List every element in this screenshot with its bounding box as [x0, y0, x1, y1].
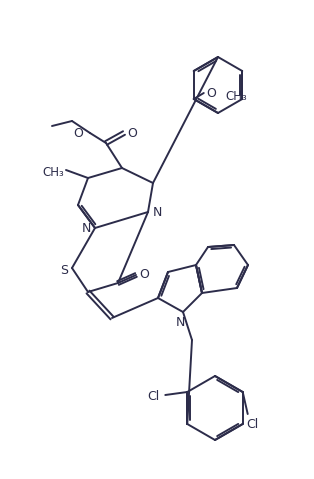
Text: Cl: Cl — [246, 418, 259, 431]
Text: O: O — [206, 87, 216, 100]
Text: N: N — [81, 221, 91, 235]
Text: O: O — [73, 126, 83, 139]
Text: CH₃: CH₃ — [42, 166, 64, 179]
Text: O: O — [127, 126, 137, 139]
Text: Cl: Cl — [147, 390, 160, 403]
Text: N: N — [152, 205, 162, 218]
Text: CH₃: CH₃ — [226, 90, 247, 103]
Text: S: S — [60, 263, 68, 276]
Text: O: O — [139, 269, 149, 282]
Text: N: N — [175, 316, 185, 329]
